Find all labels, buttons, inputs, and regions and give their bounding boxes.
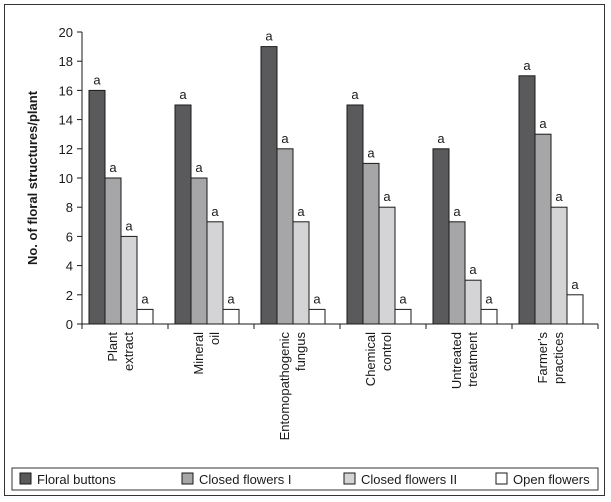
bar: [174, 104, 192, 325]
x-category-label: Plant: [105, 332, 120, 362]
legend-label: Closed flowers I: [199, 472, 291, 487]
x-category-label: Entomopathogenic: [277, 332, 292, 441]
legend-swatch: [19, 472, 32, 485]
bar: [190, 177, 208, 325]
data-label: a: [383, 189, 391, 204]
x-category-label: fungus: [293, 332, 308, 372]
y-tick-label: 8: [66, 200, 73, 215]
bar: [534, 133, 552, 325]
data-label: a: [571, 277, 579, 292]
y-tick-label: 20: [59, 25, 73, 40]
bar: [222, 308, 240, 325]
data-label: a: [469, 262, 477, 277]
data-label: a: [399, 291, 407, 306]
data-label: a: [539, 116, 547, 131]
data-label: a: [211, 204, 219, 219]
legend-swatch: [181, 472, 194, 485]
x-category-label: extract: [121, 332, 136, 371]
data-label: a: [453, 204, 461, 219]
legend-box: [11, 467, 599, 491]
bar: [88, 89, 106, 325]
bar: [448, 221, 466, 325]
y-tick-label: 10: [59, 171, 73, 186]
data-label: a: [141, 291, 149, 306]
y-tick-label: 6: [66, 229, 73, 244]
data-label: a: [281, 131, 289, 146]
x-category-label: treatment: [465, 332, 480, 387]
y-tick-label: 14: [59, 113, 73, 128]
data-label: a: [297, 204, 305, 219]
data-label: a: [367, 145, 375, 160]
bar: [566, 294, 584, 325]
legend-label: Floral buttons: [37, 472, 116, 487]
bar: [362, 162, 380, 325]
x-category-label: Farmer’s: [535, 332, 550, 384]
x-category-label: Chemical: [363, 332, 378, 386]
bar: [394, 308, 412, 325]
legend-label: Open flowers: [513, 472, 590, 487]
bar: [260, 46, 278, 325]
data-label: a: [523, 58, 531, 73]
x-category-label: oil: [207, 332, 222, 345]
bar: [480, 308, 498, 325]
y-tick-label: 4: [66, 259, 73, 274]
bar: [464, 279, 482, 325]
bar: [378, 206, 396, 325]
bar: [292, 221, 310, 325]
data-label: a: [93, 72, 101, 87]
y-tick-label: 0: [66, 317, 73, 332]
data-label: a: [485, 291, 493, 306]
data-label: a: [227, 291, 235, 306]
data-label: a: [313, 291, 321, 306]
bar: [550, 206, 568, 325]
data-label: a: [265, 29, 273, 44]
x-category-label: Untreated: [449, 332, 464, 389]
data-label: a: [437, 131, 445, 146]
legend-swatch: [495, 472, 508, 485]
bar: [346, 104, 364, 325]
y-axis-label: No. of floral structures/plant: [25, 90, 40, 265]
x-category-label: control: [379, 332, 394, 371]
x-category-label: practices: [551, 332, 566, 385]
data-label: a: [109, 160, 117, 175]
bar: [432, 148, 450, 325]
legend-swatch: [343, 472, 356, 485]
bar: [276, 148, 294, 325]
bar: [104, 177, 122, 325]
legend-label: Closed flowers II: [361, 472, 457, 487]
data-label: a: [351, 87, 359, 102]
y-tick-label: 12: [59, 142, 73, 157]
bar: [308, 308, 326, 325]
bar: [120, 235, 138, 325]
bar: [518, 75, 536, 325]
bar: [136, 308, 154, 325]
y-tick-label: 16: [59, 83, 73, 98]
data-label: a: [125, 218, 133, 233]
y-tick-label: 18: [59, 54, 73, 69]
bar: [206, 221, 224, 325]
data-label: a: [195, 160, 203, 175]
data-label: a: [555, 189, 563, 204]
y-tick-label: 2: [66, 288, 73, 303]
x-category-label: Mineral: [191, 332, 206, 375]
data-label: a: [179, 87, 187, 102]
